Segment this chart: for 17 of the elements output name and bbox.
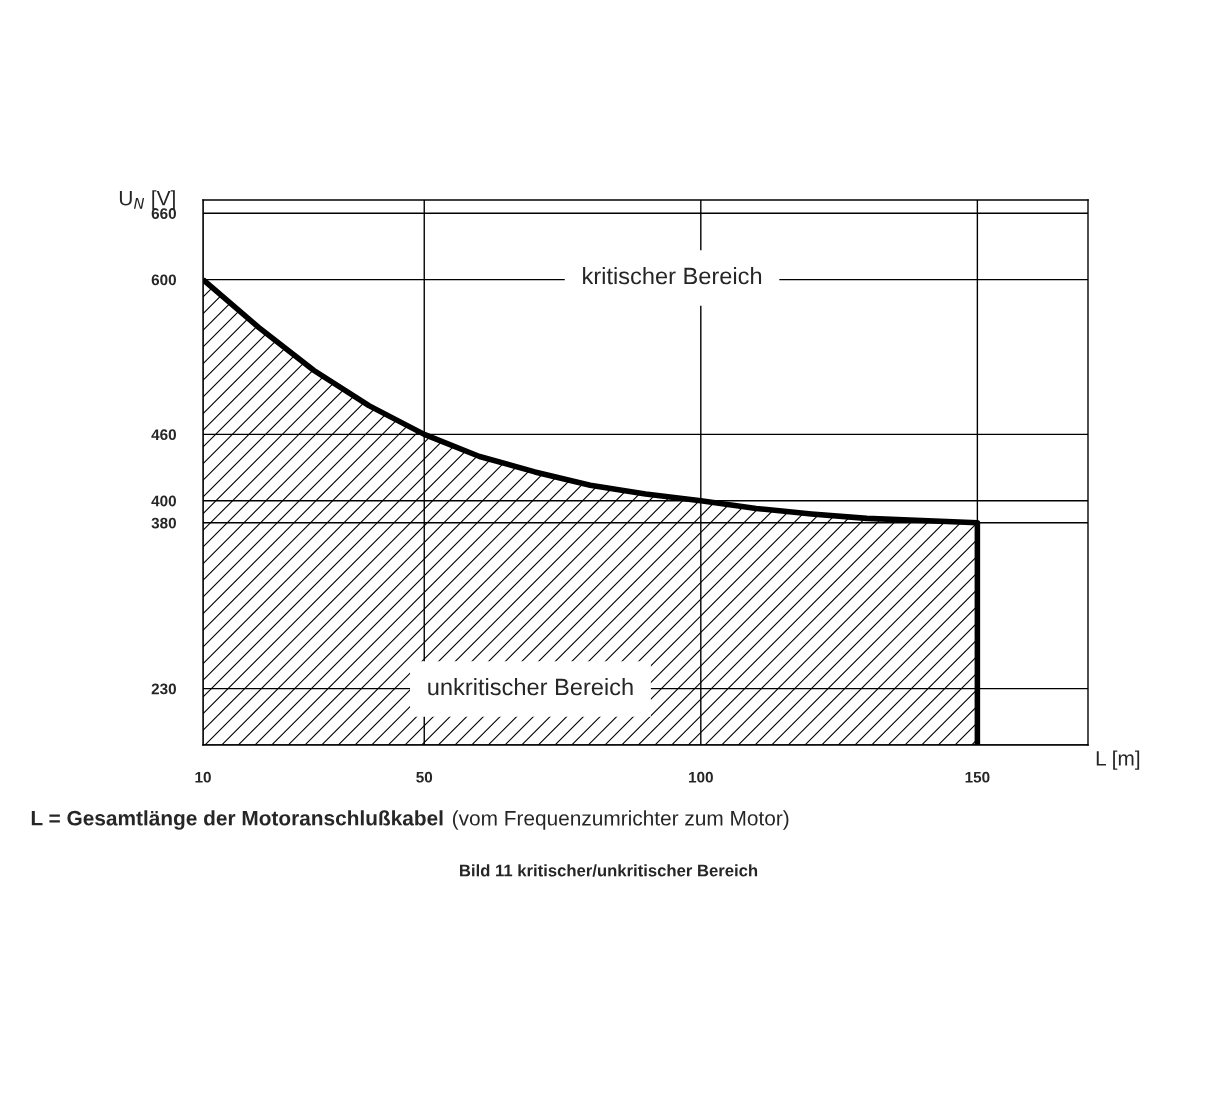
annotation: kritischer Bereich — [583, 266, 762, 285]
y-tick-label: 400 — [151, 495, 176, 507]
annotation: unkritischer Bereich — [428, 677, 633, 696]
x-tick-label: 10 — [195, 771, 211, 783]
text: L = Gesamtlänge der Motoranschlußkabel — [31, 810, 443, 830]
x-axis-title: L [m] — [1096, 750, 1140, 770]
y-axis-title: U$_{N}$ [V] — [119, 190, 175, 210]
y-tick-label: 600 — [151, 274, 176, 286]
x-tick-label: 100 — [689, 771, 713, 783]
y-tick-label: 660 — [151, 208, 176, 219]
y-tick-label: 230 — [151, 683, 176, 695]
y-tick-label: 380 — [151, 517, 176, 529]
text: (vom Frequenzumrichter zum Motor) — [452, 810, 789, 830]
text: Bild 11 kritischer/unkritischer Bereich — [460, 864, 758, 877]
y-tick-label: 460 — [151, 429, 176, 441]
x-tick-label: 50 — [416, 771, 433, 783]
x-tick-label: 150 — [965, 771, 990, 783]
